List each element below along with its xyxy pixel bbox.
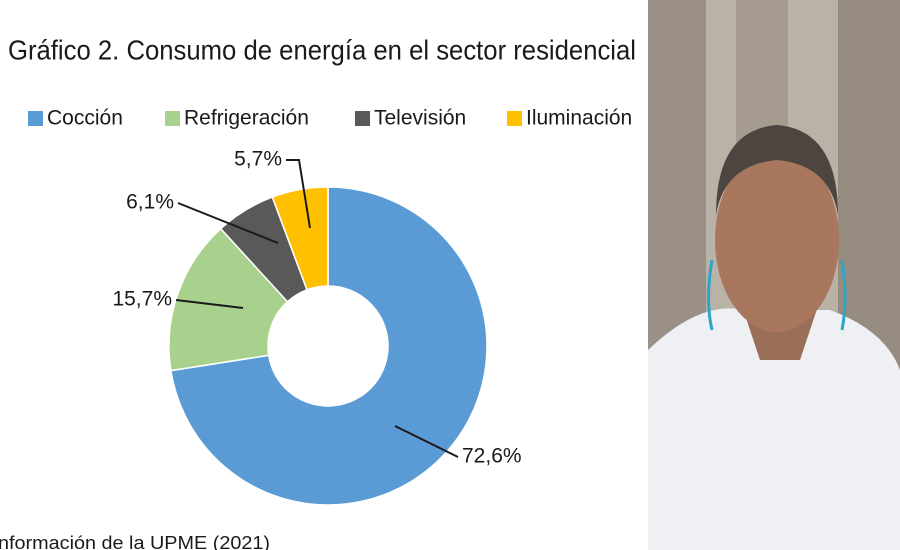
chart-title: Gráfico 2. Consumo de energía en el sect… (8, 34, 636, 65)
legend-swatch (355, 111, 370, 126)
donut: 72,6% 15,7% 6,1% 5,7% (112, 148, 522, 506)
legend: Cocción Refrigeración Televisión Iluminació… (28, 107, 632, 130)
head (715, 148, 839, 332)
legend-swatch (28, 111, 43, 126)
data-label: 15,7% (112, 288, 172, 311)
legend-label: Televisión (374, 107, 466, 130)
data-label: 72,6% (462, 445, 522, 468)
webcam-feed (648, 0, 900, 550)
source-note: nformación de la UPME (2021) (0, 533, 270, 550)
shirt (648, 308, 900, 550)
donut-segment (168, 227, 289, 372)
leader-line (394, 425, 459, 458)
legend-swatch (507, 111, 522, 126)
data-label: 5,7% (234, 148, 282, 171)
legend-label: Cocción (47, 107, 123, 130)
hair (716, 125, 838, 215)
donut-segment (271, 186, 329, 291)
leader-line (175, 299, 244, 309)
legend-swatch (165, 111, 180, 126)
leader-line (286, 159, 311, 229)
legend-label: Iluminación (526, 107, 632, 130)
leader-line (177, 202, 279, 244)
legend-label: Refrigeración (184, 107, 309, 130)
earphones (707, 259, 847, 331)
data-label: 6,1% (126, 191, 174, 214)
donut-segment (170, 186, 488, 506)
